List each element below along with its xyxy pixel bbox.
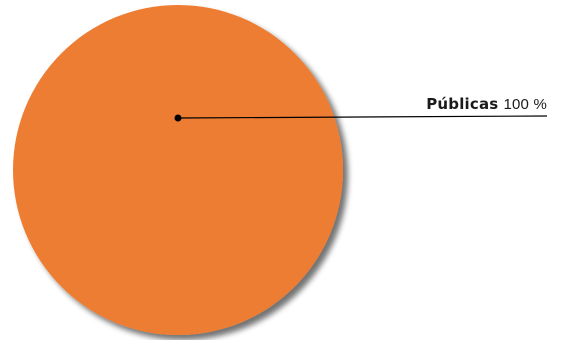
pie-callouts: Públicas 100 %: [174, 95, 548, 122]
pie-slice-p-blicas: [13, 5, 343, 335]
slice-category-label: Públicas: [426, 95, 498, 113]
callout-label: Públicas 100 %: [426, 95, 547, 113]
pie-slices: [13, 5, 343, 335]
callout-leader-line: [177, 115, 548, 119]
slice-value-label: 100 %: [503, 96, 547, 113]
